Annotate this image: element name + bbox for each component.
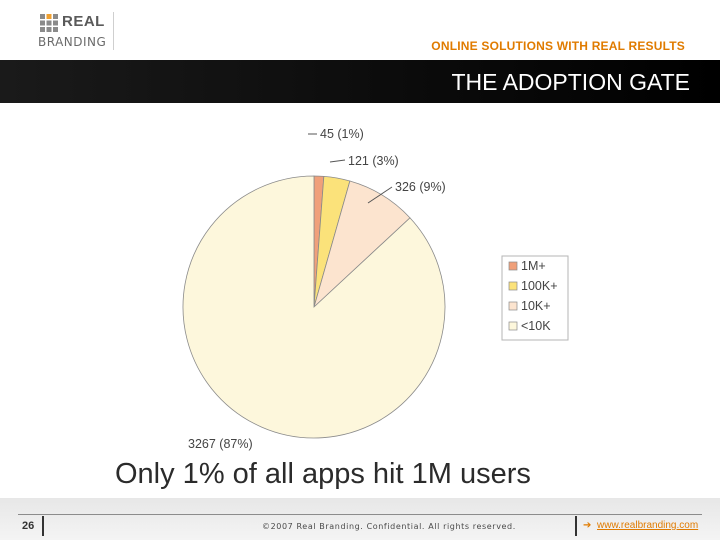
pie-slice-4 [182, 175, 446, 439]
chart-area: 45 (1%) 121 (3%) 326 (9%) 3267 (87%) 1M+ 100K… [18, 103, 702, 499]
legend-swatch-4 [508, 321, 518, 331]
url-divider [575, 516, 577, 536]
data-label-4: 3267 (87%) [188, 437, 253, 451]
data-label-2: 121 (3%) [348, 154, 399, 168]
page-number-divider [42, 516, 44, 536]
arrow-right-icon: ➔ [583, 520, 592, 531]
chart-legend: 1M+ 100K+ 10K+ <10K [501, 255, 569, 341]
legend-label-2: 100K+ [521, 279, 558, 293]
page-number: 26 [22, 520, 35, 532]
logo-grid-icon [40, 14, 58, 32]
data-label-1: 45 (1%) [320, 127, 364, 141]
logo-text-real: REAL [62, 13, 105, 30]
tagline: ONLINE SOLUTIONS WITH REAL RESULTS [431, 39, 685, 53]
legend-swatch-2 [508, 281, 518, 291]
title-bar: THE ADOPTION GATE [0, 60, 720, 103]
footer: 26 ©2007 Real Branding. Confidential. Al… [0, 498, 720, 540]
pie-chart: 45 (1%) 121 (3%) 326 (9%) 3267 (87%) 1M+ 100K… [182, 127, 569, 451]
legend-label-3: 10K+ [521, 299, 551, 313]
real-branding-logo[interactable]: REAL BRANDING [36, 12, 118, 52]
data-label-3: 326 (9%) [395, 180, 446, 194]
logo-divider [113, 12, 114, 50]
copyright-notice: ©2007 Real Branding. Confidential. All r… [262, 522, 516, 531]
slide-title: THE ADOPTION GATE [451, 69, 690, 95]
slide-caption: Only 1% of all apps hit 1M users [115, 458, 531, 490]
website-link[interactable]: www.realbranding.com [597, 520, 699, 531]
header: REAL BRANDING ONLINE SOLUTIONS WITH REAL… [0, 0, 720, 58]
logo-text-branding: BRANDING [38, 35, 107, 49]
legend-swatch-1 [508, 261, 518, 271]
footer-rule [18, 514, 702, 515]
leader-line-3 [367, 186, 393, 204]
legend-label-4: <10K [521, 319, 551, 333]
leader-line-2 [329, 159, 346, 163]
legend-label-1: 1M+ [521, 259, 546, 273]
legend-swatch-3 [508, 301, 518, 311]
